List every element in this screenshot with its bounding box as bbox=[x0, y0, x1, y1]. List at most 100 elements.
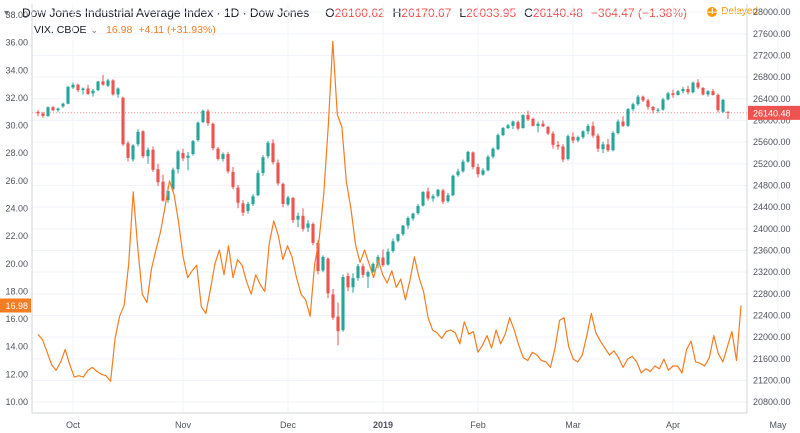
candle-up bbox=[166, 190, 170, 201]
candle-down bbox=[621, 121, 625, 126]
candle-down bbox=[231, 171, 235, 188]
candle-up bbox=[351, 278, 355, 288]
candle-up bbox=[106, 80, 110, 86]
right-tick-label: 25200.00 bbox=[753, 159, 791, 169]
candle-down bbox=[471, 152, 475, 168]
left-tick-label: 26.00 bbox=[5, 176, 28, 186]
delayed-indicator[interactable]: ! Delayed bbox=[707, 6, 758, 17]
candle-up bbox=[246, 203, 250, 211]
right-tick-label: 24400.00 bbox=[753, 202, 791, 212]
right-tick-label: 22000.00 bbox=[753, 332, 791, 342]
candle-up bbox=[581, 131, 585, 138]
right-tick-label: 21200.00 bbox=[753, 375, 791, 385]
vix-value: 16.98 bbox=[106, 24, 133, 36]
candle-down bbox=[241, 203, 245, 213]
left-tick-label: 10.00 bbox=[5, 397, 28, 407]
ohlc-open: 26160.62 bbox=[334, 6, 385, 20]
candle-up bbox=[631, 104, 635, 110]
candle-up bbox=[341, 277, 345, 331]
clock-icon: ! bbox=[707, 6, 718, 17]
candle-down bbox=[101, 81, 105, 85]
vix-series bbox=[37, 40, 742, 382]
candle-down bbox=[271, 143, 275, 163]
candle-up bbox=[416, 206, 420, 214]
candle-down bbox=[591, 125, 595, 136]
ohlc-o-label: O bbox=[325, 6, 335, 20]
candle-up bbox=[511, 121, 515, 126]
left-tick-label: 38.00 bbox=[5, 10, 28, 20]
candle-up bbox=[371, 264, 375, 272]
candle-down bbox=[161, 181, 165, 201]
candle-up bbox=[656, 109, 660, 111]
price-last-value-label: 26140.48 bbox=[753, 108, 791, 118]
candle-up bbox=[576, 137, 580, 141]
candle-down bbox=[346, 275, 350, 288]
candle-up bbox=[626, 109, 630, 126]
candle-up bbox=[461, 161, 465, 172]
candle-down bbox=[111, 80, 115, 95]
candle-up bbox=[61, 103, 65, 107]
left-tick-label: 30.00 bbox=[5, 121, 28, 131]
ohlc-high: 26170.67 bbox=[401, 6, 452, 20]
candle-down bbox=[606, 144, 610, 151]
candle-down bbox=[301, 215, 305, 229]
right-axis: 20800.00 21200.00 21600.00 22000.00 22400.00… bbox=[746, 4, 800, 413]
candles bbox=[36, 74, 730, 346]
collapse-toggle-icon[interactable]: ▾ bbox=[4, 7, 10, 19]
candle-down bbox=[236, 187, 240, 203]
candle-down bbox=[216, 148, 220, 159]
right-tick-label: 24000.00 bbox=[753, 224, 791, 234]
candle-up bbox=[521, 115, 525, 129]
candle-down bbox=[41, 113, 45, 116]
candle-up bbox=[196, 122, 200, 140]
candle-down bbox=[426, 191, 430, 199]
ohlc-close: 26140.48 bbox=[532, 6, 583, 20]
x-axis: Oct Nov Dec 2019 Feb Mar Apr May bbox=[32, 412, 787, 430]
right-tick-label: 24800.00 bbox=[753, 180, 791, 190]
chart-header: ▾ Dow Jones Industrial Average Index · 1… bbox=[0, 4, 687, 22]
candle-up bbox=[296, 215, 300, 220]
candle-down bbox=[701, 87, 705, 95]
candle-up bbox=[411, 213, 415, 219]
candle-up bbox=[491, 148, 495, 157]
candle-down bbox=[156, 169, 160, 183]
candle-up bbox=[661, 99, 665, 110]
left-tick-label: 34.00 bbox=[5, 65, 28, 75]
candle-up bbox=[366, 272, 370, 277]
candle-up bbox=[171, 169, 175, 190]
candle-down bbox=[671, 93, 675, 96]
x-tick-label: Nov bbox=[175, 420, 192, 430]
grid bbox=[32, 4, 779, 413]
candle-up bbox=[676, 91, 680, 96]
ohlc-c-label: C bbox=[524, 6, 533, 20]
candle-down bbox=[696, 82, 700, 88]
vix-last-value-label: 16.98 bbox=[5, 301, 28, 311]
candle-up bbox=[496, 135, 500, 150]
candle-down bbox=[281, 183, 285, 204]
left-tick-label: 32.00 bbox=[5, 93, 28, 103]
study-menu-icon[interactable]: ⌄ bbox=[90, 24, 99, 35]
candle-up bbox=[636, 96, 640, 105]
vix-last-value-tag bbox=[0, 298, 31, 313]
candle-down bbox=[336, 316, 340, 332]
candle-down bbox=[36, 111, 40, 114]
right-tick-label: 23200.00 bbox=[753, 267, 791, 277]
ohlc-change: −364.47 (−1.38%) bbox=[590, 6, 687, 20]
x-tick-label: Apr bbox=[666, 420, 680, 430]
candle-down bbox=[151, 149, 155, 170]
candle-down bbox=[651, 106, 655, 111]
right-tick-label: 26000.00 bbox=[753, 115, 791, 125]
candle-down bbox=[641, 96, 645, 101]
candle-up bbox=[201, 110, 205, 123]
candle-down bbox=[541, 123, 545, 127]
symbol-title[interactable]: Dow Jones Industrial Average Index · 1D … bbox=[22, 6, 310, 20]
candle-down bbox=[441, 190, 445, 202]
candle-down bbox=[76, 84, 80, 91]
right-tick-label: 25600.00 bbox=[753, 137, 791, 147]
x-tick-label: Mar bbox=[565, 420, 581, 430]
candle-down bbox=[361, 266, 365, 275]
candle-up bbox=[396, 234, 400, 241]
candle-up bbox=[221, 154, 225, 159]
x-tick-label: Dec bbox=[280, 420, 297, 430]
